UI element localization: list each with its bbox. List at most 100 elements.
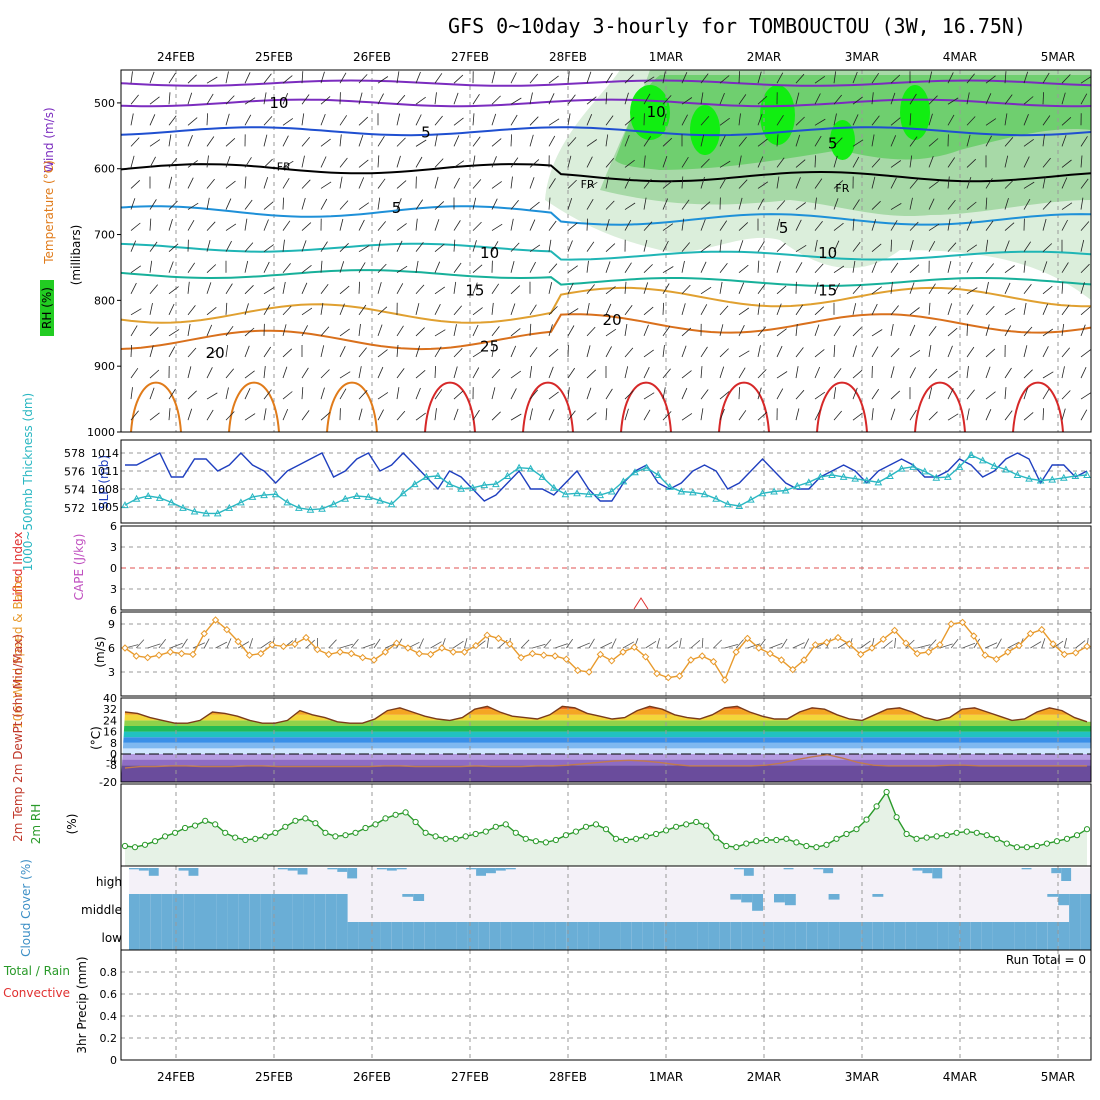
contour-label: 15 xyxy=(465,281,484,299)
wind-barb xyxy=(586,156,593,168)
wind-barb xyxy=(776,303,782,315)
warm-layer-contour xyxy=(718,381,770,433)
wind-barb xyxy=(320,198,328,210)
wind-barb xyxy=(605,328,617,337)
wind10m-point xyxy=(732,648,740,656)
wind10m-barb xyxy=(1063,638,1067,649)
wind-barb xyxy=(130,198,136,210)
wind10m-point xyxy=(845,640,854,648)
li-cape-labels: Lifted Index CAPE (J/kg) xyxy=(11,532,86,603)
wind10m-barb xyxy=(860,640,871,649)
wind10m-barb xyxy=(362,643,376,649)
rh-max-blob xyxy=(760,85,795,145)
wind-barb xyxy=(225,411,235,421)
cloud-bar-high xyxy=(813,868,824,870)
bottom-date-label: 5MAR xyxy=(1041,1070,1076,1084)
wind10m-barb xyxy=(464,638,468,649)
wind-barb xyxy=(776,371,788,379)
wind10m-barb xyxy=(656,638,660,649)
thickness-point xyxy=(1025,474,1033,482)
thickness-point xyxy=(1083,470,1091,479)
wind-barb xyxy=(871,92,874,105)
wind-barb xyxy=(833,283,840,294)
wind-barb xyxy=(301,307,313,316)
thickness-point xyxy=(1002,465,1010,473)
wind-barb xyxy=(928,95,938,105)
top-date-label: 25FEB xyxy=(255,50,293,64)
contour-label: 20 xyxy=(206,344,225,362)
rh2m-point xyxy=(582,823,590,830)
wind-barb xyxy=(1042,92,1044,105)
thickness-point xyxy=(132,494,141,502)
wind-barb xyxy=(947,327,958,337)
wind-barb xyxy=(624,324,628,336)
wind10m-point xyxy=(800,656,808,664)
wind-barb xyxy=(301,94,310,105)
bottom-date-axis: 24FEB 25FEB 26FEB 27FEB 28FEB 1MAR 2MAR … xyxy=(157,1070,1075,1084)
cloud-bar-low xyxy=(631,922,643,950)
rh2m-area xyxy=(125,792,1087,866)
wind-barb xyxy=(149,71,155,84)
precip-tick-label: 0.8 xyxy=(100,966,118,979)
wind-barb xyxy=(681,413,693,421)
wind-barb xyxy=(434,92,437,105)
wind-barb xyxy=(130,325,138,337)
wind10m-barb xyxy=(1075,640,1086,649)
wind10m-barb xyxy=(136,639,145,649)
rh2m-point xyxy=(923,834,930,841)
wind-barb xyxy=(130,265,142,274)
wind-barb xyxy=(928,198,935,210)
wind10m-barb xyxy=(1052,640,1064,649)
wind-barb xyxy=(795,134,801,147)
wind-barb xyxy=(567,155,572,168)
cloud-bar-high xyxy=(505,868,516,870)
wind10m-barb xyxy=(781,638,788,649)
wind-barb xyxy=(719,75,730,84)
cloud-bar-low xyxy=(927,922,938,950)
wind-barb xyxy=(605,243,616,252)
cloud-bar-low xyxy=(566,922,578,950)
wind-barb xyxy=(282,305,292,316)
wind10m-point xyxy=(121,644,129,652)
wind-barb xyxy=(206,178,215,189)
rh2m-point xyxy=(1083,826,1091,833)
contour-label: 10 xyxy=(818,244,837,262)
rh2m-point xyxy=(1033,842,1041,850)
wind-barb xyxy=(510,242,520,252)
wind-barb xyxy=(814,391,826,400)
wind-barb xyxy=(510,72,517,84)
wind-barb xyxy=(776,388,784,400)
wind-barb xyxy=(187,160,198,168)
cloud-bar-middle xyxy=(205,894,217,922)
warm-layer-contour xyxy=(914,381,966,433)
temperature-axis-label: Temperature (°C) xyxy=(42,160,56,265)
cloud-bar-low xyxy=(522,922,534,950)
wind-barb xyxy=(814,178,823,189)
wind-barb xyxy=(225,113,230,126)
cloud-bar-low xyxy=(675,922,687,950)
wind10m-point xyxy=(958,618,967,627)
wind-barb xyxy=(719,366,725,379)
wind-barb xyxy=(415,218,418,231)
temp2m-line xyxy=(124,705,1088,724)
wind-barb xyxy=(339,157,348,168)
wind10m-barb xyxy=(1030,641,1042,649)
thickness-point xyxy=(225,503,234,511)
contour-label: 20 xyxy=(603,311,622,329)
rh2m-point xyxy=(292,817,299,824)
thickness-point xyxy=(376,496,384,504)
bottom-date-label: 2MAR xyxy=(747,1070,782,1084)
wind-barb xyxy=(776,242,786,252)
wind-barb xyxy=(244,285,254,295)
top-date-label: 26FEB xyxy=(353,50,391,64)
thickness-point xyxy=(828,470,836,479)
wind10m-barb xyxy=(328,639,337,649)
rh-max-blob xyxy=(630,85,670,140)
wind-barb xyxy=(244,370,255,379)
wind-barb xyxy=(966,346,975,358)
thickness-point xyxy=(306,505,315,513)
contour-label: FR xyxy=(581,178,595,191)
rh2m-point xyxy=(552,836,560,844)
